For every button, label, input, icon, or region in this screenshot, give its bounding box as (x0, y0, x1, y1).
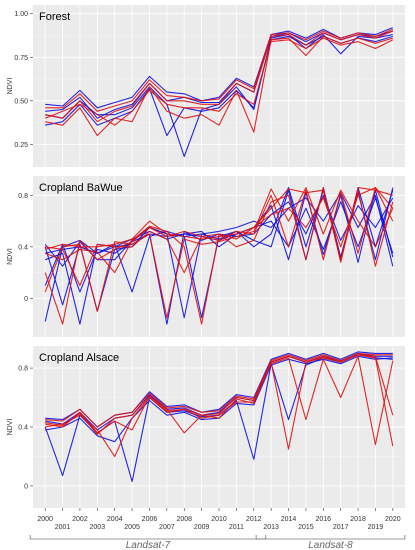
sensor-bracket (29, 535, 267, 540)
panels-layer: 0.25 0.50 0.75 1.00 NDVI Forest 0 0.4 0.8 NDVI Cro… (7, 5, 405, 508)
sensor-bracket (255, 535, 406, 540)
x-tick-label: 2020 (385, 516, 401, 523)
y-tick-label: 0.50 (14, 98, 28, 105)
y-tick-label: 0.8 (18, 193, 28, 200)
y-axis-label: NDVI (7, 78, 14, 95)
x-tick-label: 2013 (263, 524, 279, 531)
y-tick-label: 0.75 (14, 55, 28, 62)
y-tick-label: 0.4 (18, 425, 28, 432)
x-tick-label: 2002 (72, 516, 88, 523)
y-axis-label: NDVI (7, 248, 14, 265)
y-tick-label: 0.4 (18, 244, 28, 251)
x-tick-label: 2008 (176, 516, 192, 523)
red-series-line (44, 187, 394, 319)
panel-title: Cropland Alsace (39, 352, 119, 364)
x-tick-label: 2014 (281, 516, 297, 523)
x-tick-label: 2010 (211, 516, 227, 523)
red-series-line (44, 187, 394, 325)
y-tick-label: 0.8 (18, 366, 28, 373)
red-series-line (45, 28, 394, 112)
x-tick-label: 2015 (298, 524, 314, 531)
x-tick-label: 2018 (350, 516, 366, 523)
red-series-line (45, 35, 393, 137)
x-tick-label: 2016 (316, 516, 332, 523)
sensor-brackets: Landsat-7 Landsat-8 (29, 535, 406, 550)
x-tick-label: 2005 (124, 524, 140, 531)
y-tick-label: 0.25 (14, 142, 28, 149)
x-tick-label: 2000 (37, 516, 53, 523)
x-tick-label: 2001 (55, 524, 71, 531)
panel-title: Cropland BaWue (39, 182, 123, 194)
x-tick-label: 2004 (107, 516, 123, 523)
y-tick-label: 0 (24, 483, 28, 490)
x-tick-label: 2007 (159, 524, 175, 531)
red-series-line (45, 355, 394, 458)
panel-2: 0 0.4 0.8 NDVI Cropland BaWue (7, 176, 405, 337)
panel-title: Forest (39, 11, 70, 23)
y-tick-label: 0 (24, 296, 28, 303)
y-axis-label: NDVI (7, 419, 14, 436)
x-tick-label: 2012 (246, 516, 262, 523)
x-tick-label: 2003 (90, 524, 106, 531)
x-tick-label: 2019 (368, 524, 384, 531)
red-series-line (45, 187, 394, 325)
x-tick-label: 2011 (229, 524, 244, 531)
red-series-line (45, 352, 393, 428)
y-tick-label: 1.00 (14, 11, 28, 18)
panel-1: 0.25 0.50 0.75 1.00 NDVI Forest (7, 5, 405, 167)
red-series-line (45, 354, 394, 447)
panel-3: 0 0.4 0.8 NDVI Cropland Alsace (7, 346, 405, 508)
sensor-label: Landsat-7 (126, 540, 171, 550)
sensor-label: Landsat-8 (308, 540, 353, 550)
x-tick-label: 2006 (142, 516, 158, 523)
x-axis: 2000200120022003200420052006200720082009… (37, 508, 401, 531)
x-tick-label: 2017 (333, 524, 349, 531)
x-tick-label: 2009 (194, 524, 210, 531)
red-series-line (44, 37, 394, 126)
